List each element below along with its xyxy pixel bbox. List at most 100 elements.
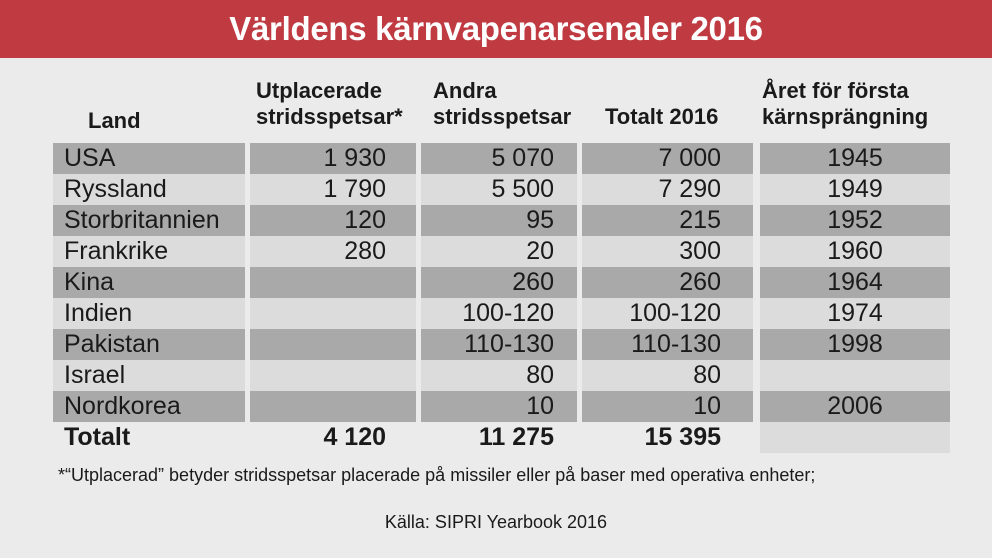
cell-total: 100-120 xyxy=(629,299,721,327)
cell-deployed: 280 xyxy=(344,237,386,265)
cell-first-test: 1949 xyxy=(827,175,883,203)
header-first-test: Året för första kärnsprängning xyxy=(762,78,929,129)
cell-other: 100-120 xyxy=(462,299,554,327)
row-band xyxy=(760,298,950,329)
row-band xyxy=(582,391,753,422)
row-band xyxy=(250,205,416,236)
row-band xyxy=(53,143,245,174)
cell-land: Indien xyxy=(64,299,133,327)
table-row: Kina 260 260 1964 xyxy=(0,267,992,298)
row-band xyxy=(421,267,577,298)
cell-other: 20 xyxy=(526,237,554,265)
table-total-row: Totalt 4 120 11 275 15 395 xyxy=(0,422,992,453)
cell-land: USA xyxy=(64,144,116,172)
row-band xyxy=(582,267,753,298)
row-band xyxy=(250,391,416,422)
row-band xyxy=(250,360,416,391)
cell-land: Totalt xyxy=(64,423,131,451)
row-band xyxy=(760,360,950,391)
cell-land: Pakistan xyxy=(64,330,160,358)
cell-other: 11 275 xyxy=(478,423,554,451)
row-band xyxy=(582,298,753,329)
cell-total: 260 xyxy=(679,268,721,296)
cell-other: 10 xyxy=(526,392,554,420)
cell-land: Kina xyxy=(64,268,115,296)
table-row: Israel 80 80 xyxy=(0,360,992,391)
cell-total: 10 xyxy=(693,392,721,420)
cell-total: 80 xyxy=(693,361,721,389)
row-band xyxy=(53,205,245,236)
cell-deployed xyxy=(250,267,386,298)
row-band xyxy=(250,174,416,205)
cell-first-test: 1964 xyxy=(827,268,883,296)
row-band xyxy=(250,329,416,360)
row-band xyxy=(760,329,950,360)
row-band xyxy=(421,298,577,329)
row-band xyxy=(250,143,416,174)
table-row: Pakistan 110-130 110-130 1998 xyxy=(0,329,992,360)
cell-deployed: 1 930 xyxy=(323,144,386,172)
cell-total: 110-130 xyxy=(631,330,721,358)
table-row: USA 1 930 5 070 7 000 1945 xyxy=(0,143,992,174)
cell-first-test: 1960 xyxy=(827,237,883,265)
cell-other: 95 xyxy=(526,206,554,234)
cell-deployed xyxy=(250,391,386,422)
row-band xyxy=(421,174,577,205)
cell-deployed xyxy=(250,298,386,329)
title-bar: Världens kärnvapenarsenaler 2016 xyxy=(0,0,992,58)
cell-total: 300 xyxy=(679,237,721,265)
cell-other: 80 xyxy=(526,361,554,389)
cell-land: Ryssland xyxy=(64,175,167,203)
row-band xyxy=(250,298,416,329)
row-band xyxy=(53,329,245,360)
cell-first-test: 1952 xyxy=(827,206,883,234)
row-band xyxy=(250,236,416,267)
row-band xyxy=(53,236,245,267)
cell-other: 5 070 xyxy=(491,144,554,172)
cell-other: 260 xyxy=(512,268,554,296)
footnote: *“Utplacerad” betyder stridsspetsar plac… xyxy=(58,465,816,485)
row-band xyxy=(760,267,950,298)
cell-deployed: 120 xyxy=(344,206,386,234)
source-note: Källa: SIPRI Yearbook 2016 xyxy=(384,512,608,532)
row-band xyxy=(421,205,577,236)
cell-deployed xyxy=(250,329,386,360)
row-band xyxy=(760,174,950,205)
cell-land: Frankrike xyxy=(64,237,169,265)
row-band xyxy=(421,143,577,174)
row-band xyxy=(53,174,245,205)
row-band xyxy=(582,143,753,174)
cell-other: 5 500 xyxy=(491,175,554,203)
cell-deployed: 4 120 xyxy=(323,423,386,451)
cell-total: 15 395 xyxy=(644,423,721,451)
cell-first-test: 1974 xyxy=(827,299,883,327)
cell-first-test: 1998 xyxy=(827,330,883,358)
row-band xyxy=(760,391,950,422)
table-row: Indien 100-120 100-120 1974 xyxy=(0,298,992,329)
cell-land: Israel xyxy=(64,361,126,389)
row-band xyxy=(421,236,577,267)
row-band xyxy=(582,174,753,205)
row-band xyxy=(421,391,577,422)
cell-total: 215 xyxy=(679,206,721,234)
row-band xyxy=(250,267,416,298)
row-band xyxy=(582,329,753,360)
row-band xyxy=(760,205,950,236)
row-band xyxy=(760,143,950,174)
row-band xyxy=(421,329,577,360)
cell-first-test: 2006 xyxy=(827,392,883,420)
table-row: Storbritannien 120 95 215 1952 xyxy=(0,205,992,236)
row-band xyxy=(53,391,245,422)
cell-first-test xyxy=(760,360,950,391)
row-band xyxy=(53,298,245,329)
header-deployed: Utplacerade stridsspetsar* xyxy=(256,78,403,129)
page-title: Världens kärnvapenarsenaler 2016 xyxy=(229,10,763,47)
cell-land: Storbritannien xyxy=(64,206,220,234)
table-row: Frankrike 280 20 300 1960 xyxy=(0,236,992,267)
cell-other: 110-130 xyxy=(464,330,554,358)
header-other: Andra stridsspetsar xyxy=(433,78,572,129)
cell-total: 7 000 xyxy=(658,144,721,172)
header-total: Totalt 2016 xyxy=(605,104,719,129)
row-band xyxy=(53,267,245,298)
row-band xyxy=(53,360,245,391)
